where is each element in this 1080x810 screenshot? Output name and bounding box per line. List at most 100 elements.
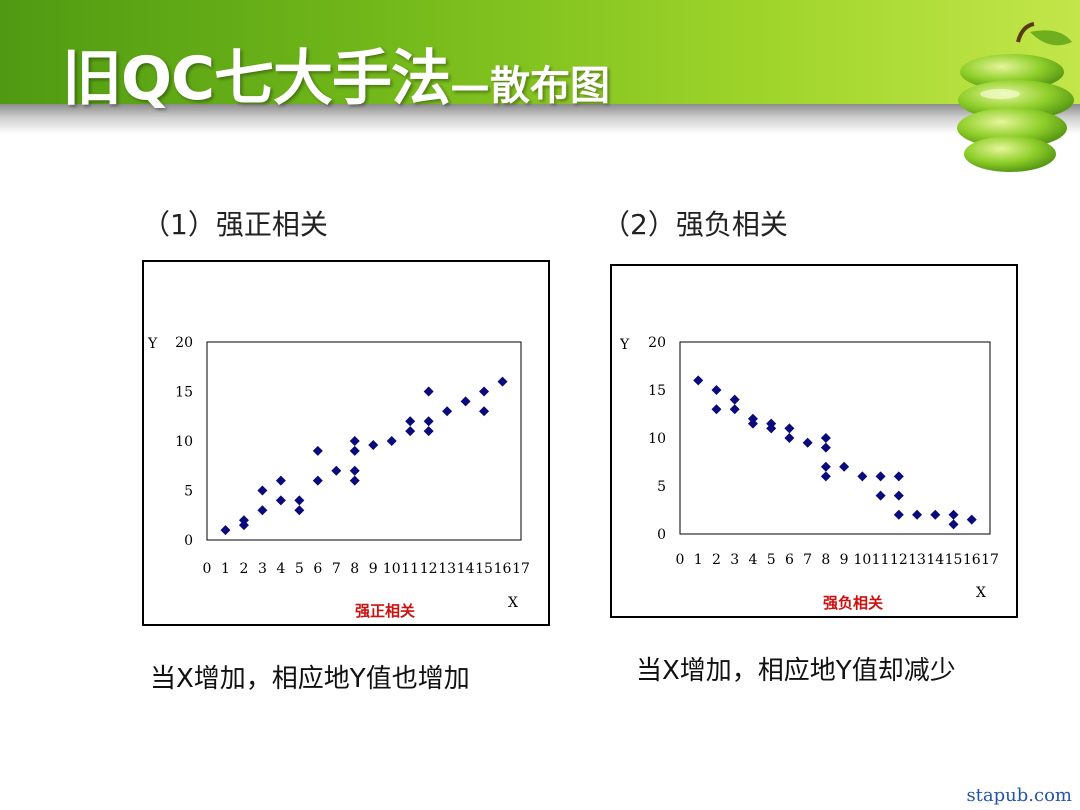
x-tick-label: 11 [872,552,890,568]
data-point [820,442,831,453]
data-point [711,385,722,395]
x-tick-label: 3 [258,561,267,577]
apple-icon [957,22,1074,172]
data-point [966,514,977,525]
data-point [948,509,959,520]
title-bar-shadow [0,104,1080,134]
data-point [893,509,904,520]
data-point [405,426,416,437]
data-point [312,445,323,456]
data-point [386,436,397,446]
watermark: stapub.com [966,785,1072,806]
x-tick-label: 14 [457,561,475,577]
data-point [312,475,323,486]
x-tick-label: 15 [945,552,963,568]
x-tick-label: 6 [313,561,322,577]
y-tick-label: 10 [175,434,193,450]
x-tick-label: 10 [383,561,401,577]
data-point [349,465,360,476]
x-tick-label: 7 [332,561,341,577]
x-tick-label: 12 [420,561,438,577]
data-point [479,406,490,417]
x-tick-label: 4 [276,561,285,577]
section-heading-positive: （1）强正相关 [142,208,328,241]
chart-negative-correlation: 0 5 10 15 20 0 1 2 3 4 5 6 7 8 9 10 11 12 13 14 15 16 17 Y X 强负相关 [610,264,1018,618]
data-point [893,490,904,501]
y-tick-label: 20 [648,335,666,351]
data-point [257,505,268,516]
x-tick-label: 9 [840,552,849,568]
slide-title-main: 旧QC七大手法 [62,44,451,114]
data-point [729,404,740,415]
data-point [893,471,904,482]
x-tick-label: 12 [890,552,908,568]
data-point [275,495,286,506]
y-tick-label: 15 [648,383,666,399]
data-point [423,386,434,397]
y-tick-label: 15 [175,385,193,401]
data-point [423,416,434,427]
data-point [405,416,416,427]
data-point [349,445,360,456]
data-point [802,437,813,448]
x-tick-label: 13 [908,552,926,568]
x-tick-label: 1 [694,552,703,568]
data-point [257,485,268,496]
x-tick-label: 4 [748,552,757,568]
data-point [460,396,471,407]
x-tick-label: 17 [981,552,999,568]
x-axis-label: X [976,585,986,601]
section-heading-negative: （2）强负相关 [602,208,788,241]
x-tick-label: 6 [785,552,794,568]
x-tick-label: 3 [730,552,739,568]
data-point [839,461,850,472]
y-tick-label: 5 [184,484,193,500]
slide-title: 旧QC七大手法—散布图 [62,30,610,117]
x-tick-label: 16 [494,561,512,577]
y-axis-label: Y [147,336,158,352]
plot-area [679,341,991,535]
x-tick-label: 10 [853,552,871,568]
data-point [820,461,831,472]
data-point [349,475,360,486]
data-point [294,505,305,516]
y-tick-label: 20 [175,335,193,351]
data-point [497,376,508,387]
plot-area [206,341,522,541]
x-tick-label: 0 [676,552,685,568]
y-tick-label: 10 [648,431,666,447]
chart-title: 强正相关 [355,602,415,620]
chart-positive-correlation: 0 5 10 15 20 0 1 2 3 4 5 6 7 8 9 10 11 12 13 14 15 16 17 Y X 强正相关 [142,260,550,626]
data-point [784,423,795,434]
x-tick-label: 1 [221,561,230,577]
x-axis-label: X [508,595,518,611]
data-point [820,433,831,443]
data-point [349,436,360,446]
caption-positive: 当X增加，相应地Y值也增加 [150,664,470,694]
data-point [220,525,231,536]
data-point [875,490,886,501]
x-tick-label: 17 [512,561,530,577]
data-point [693,375,704,386]
data-point [294,495,305,506]
data-point [442,406,453,417]
x-tick-label: 8 [821,552,830,568]
data-point [275,475,286,486]
data-point [857,471,868,482]
data-point [766,418,777,429]
x-tick-label: 5 [295,561,304,577]
data-point [747,413,758,424]
data-point [784,433,795,443]
x-tick-label: 16 [963,552,981,568]
caption-negative: 当X增加，相应地Y值却减少 [636,656,956,686]
y-tick-label: 5 [657,479,666,495]
y-axis-label: Y [619,337,630,353]
x-tick-label: 14 [926,552,944,568]
x-tick-label: 15 [475,561,493,577]
x-tick-label: 8 [350,561,359,577]
data-point [331,465,342,476]
data-point [820,471,831,482]
data-point [423,426,434,437]
x-tick-label: 13 [438,561,456,577]
